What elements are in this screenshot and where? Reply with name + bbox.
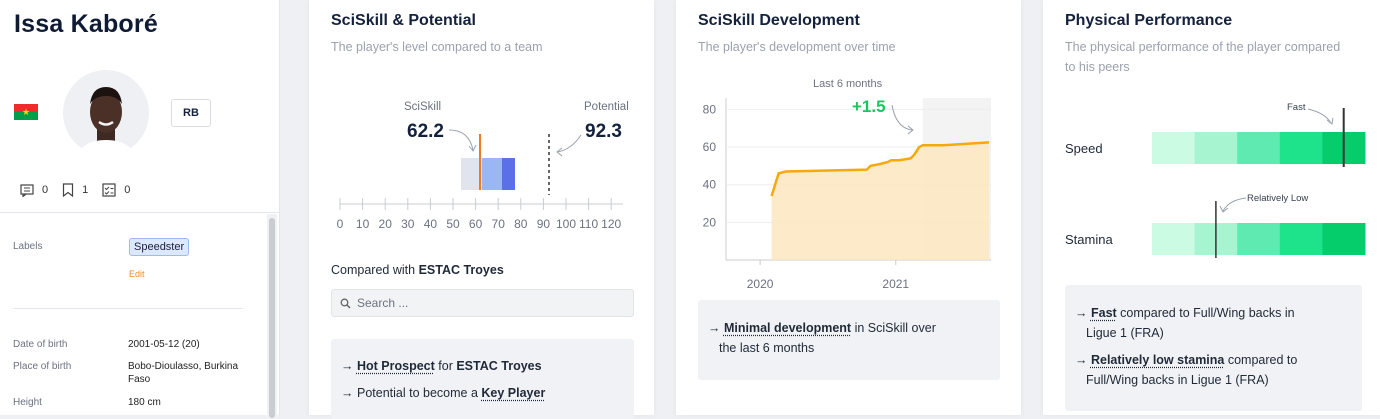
sciskill-pointer-arrow bbox=[448, 129, 474, 151]
card-title: SciSkill Development bbox=[698, 12, 860, 29]
sciskill-potential-card: SciSkill & Potential The player's level … bbox=[309, 0, 654, 419]
y-tick-label: 80 bbox=[703, 102, 717, 116]
activity-counts: 0 1 0 bbox=[20, 183, 130, 197]
physical-performance-card: Physical Performance The physical perfor… bbox=[1043, 0, 1380, 415]
potential-value: 92.3 bbox=[585, 121, 622, 142]
speed-marker-label: Fast bbox=[1287, 102, 1306, 113]
percentile-segment bbox=[1152, 132, 1196, 164]
development-area bbox=[771, 142, 990, 260]
y-tick-label: 20 bbox=[703, 215, 717, 229]
scale-tick-label: 20 bbox=[379, 217, 393, 231]
pob-value-line2: Faso bbox=[128, 374, 151, 385]
labels-label: Labels bbox=[13, 241, 43, 252]
compared-with: Compared with ESTAC Troyes bbox=[331, 263, 504, 277]
height-label: Height bbox=[13, 397, 42, 408]
percentile-segment bbox=[1237, 223, 1281, 255]
development-chart: 20 40 60 80 2020 2021 Last 6 months +1.5 bbox=[703, 78, 991, 291]
potential-pointer-arrow bbox=[556, 134, 582, 153]
scale-tick-label: 100 bbox=[556, 217, 576, 231]
card-title: SciSkill & Potential bbox=[331, 12, 476, 29]
divider bbox=[0, 212, 280, 213]
comments-count[interactable]: 0 bbox=[20, 183, 48, 197]
scale-tick-label: 120 bbox=[601, 217, 621, 231]
percentile-segment bbox=[1279, 132, 1323, 164]
team-search-input[interactable]: Search ... bbox=[331, 289, 634, 317]
speed-label: Speed bbox=[1065, 141, 1103, 156]
team-range-mid bbox=[482, 158, 502, 190]
x-tick-label: 2020 bbox=[747, 277, 774, 291]
scale-tick-label: 90 bbox=[537, 217, 551, 231]
pob-value-line1: Bobo-Dioulasso, Burkina bbox=[128, 361, 239, 372]
y-tick-label: 40 bbox=[703, 178, 717, 192]
stamina-label: Stamina bbox=[1065, 232, 1113, 247]
height-value: 180 cm bbox=[128, 397, 161, 408]
potential-scale-chart: SciSkill 62.2 Potential 92.3 0 10 20 30 40 50… bbox=[337, 101, 629, 231]
edit-labels-link[interactable]: Edit bbox=[129, 269, 145, 279]
stamina-marker-label: Relatively Low bbox=[1247, 193, 1308, 204]
sciskill-value: 62.2 bbox=[407, 121, 444, 142]
insight-key-player: → Potential to become a Key Player bbox=[341, 386, 546, 400]
sciskill-label: SciSkill bbox=[404, 101, 441, 113]
speed-percentile-bar bbox=[1152, 132, 1366, 164]
percentile-segment bbox=[1322, 223, 1366, 255]
lists-count[interactable]: 0 bbox=[102, 183, 130, 197]
insight-stamina: → Relatively low stamina compared to bbox=[1075, 353, 1298, 367]
physical-bars: Speed Fast Stamina Relatively Low bbox=[1065, 102, 1366, 258]
burkina-faso-flag-icon: ★ bbox=[14, 104, 38, 120]
player-profile-panel: Issa Kaboré ★ RB 0 1 0 Labels Speedster … bbox=[0, 0, 280, 418]
scrollbar-thumb[interactable] bbox=[269, 218, 275, 418]
card-title: Physical Performance bbox=[1065, 12, 1233, 29]
scale-tick-label: 40 bbox=[424, 217, 438, 231]
percentile-segment bbox=[1237, 132, 1281, 164]
bookmarks-count[interactable]: 1 bbox=[62, 183, 88, 197]
comment-icon bbox=[20, 183, 34, 197]
bookmark-icon bbox=[63, 183, 74, 197]
delta-pointer-arrow bbox=[891, 104, 913, 131]
position-badge[interactable]: RB bbox=[171, 99, 211, 127]
card-subtitle: The player's level compared to a team bbox=[331, 40, 543, 54]
search-icon bbox=[340, 298, 351, 309]
percentile-segment bbox=[1279, 223, 1323, 255]
scale-tick-label: 0 bbox=[337, 217, 344, 231]
development-insight: → Minimal development in SciSkill over t… bbox=[698, 300, 1000, 380]
player-name: Issa Kaboré bbox=[14, 10, 158, 38]
potential-insights: → Hot Prospect for ESTAC Troyes → Potent… bbox=[331, 339, 634, 419]
percentile-segment bbox=[1194, 132, 1238, 164]
scale-tick-label: 110 bbox=[579, 217, 598, 231]
checklist-icon bbox=[102, 183, 116, 197]
scale-tick-label: 50 bbox=[446, 217, 460, 231]
scale-tick-label: 30 bbox=[401, 217, 415, 231]
development-line bbox=[770, 141, 990, 197]
scrollbar[interactable] bbox=[267, 214, 277, 418]
divider bbox=[13, 308, 243, 309]
insight-hot-prospect: → Hot Prospect for ESTAC Troyes bbox=[341, 359, 542, 373]
scale-tick-label: 80 bbox=[514, 217, 528, 231]
team-range-high bbox=[502, 158, 515, 190]
insight-fast: → Fast compared to Full/Wing backs in bbox=[1075, 306, 1295, 320]
physical-insights: → Fast compared to Full/Wing backs in Li… bbox=[1065, 285, 1362, 411]
y-tick-label: 60 bbox=[703, 140, 717, 154]
x-tick-label: 2021 bbox=[882, 277, 909, 291]
sciskill-development-card: SciSkill Development The player's develo… bbox=[676, 0, 1021, 415]
team-range-low bbox=[461, 158, 482, 190]
potential-label: Potential bbox=[584, 101, 629, 113]
avatar bbox=[63, 70, 149, 156]
pob-label: Place of birth bbox=[13, 361, 72, 372]
scale-tick-label: 10 bbox=[356, 217, 370, 231]
card-subtitle: The player's development over time bbox=[698, 40, 896, 54]
delta-value: +1.5 bbox=[852, 97, 886, 116]
percentile-segment bbox=[1152, 223, 1196, 255]
label-tag-speedster[interactable]: Speedster bbox=[129, 238, 190, 256]
period-label: Last 6 months bbox=[813, 78, 883, 90]
stamina-percentile-bar bbox=[1152, 223, 1366, 255]
dob-label: Date of birth bbox=[13, 339, 68, 350]
dob-value: 2001-05-12 (20) bbox=[128, 339, 200, 350]
card-subtitle: The physical performance of the player c… bbox=[1065, 40, 1341, 74]
scale-tick-label: 60 bbox=[469, 217, 483, 231]
scale-tick-label: 70 bbox=[492, 217, 506, 231]
